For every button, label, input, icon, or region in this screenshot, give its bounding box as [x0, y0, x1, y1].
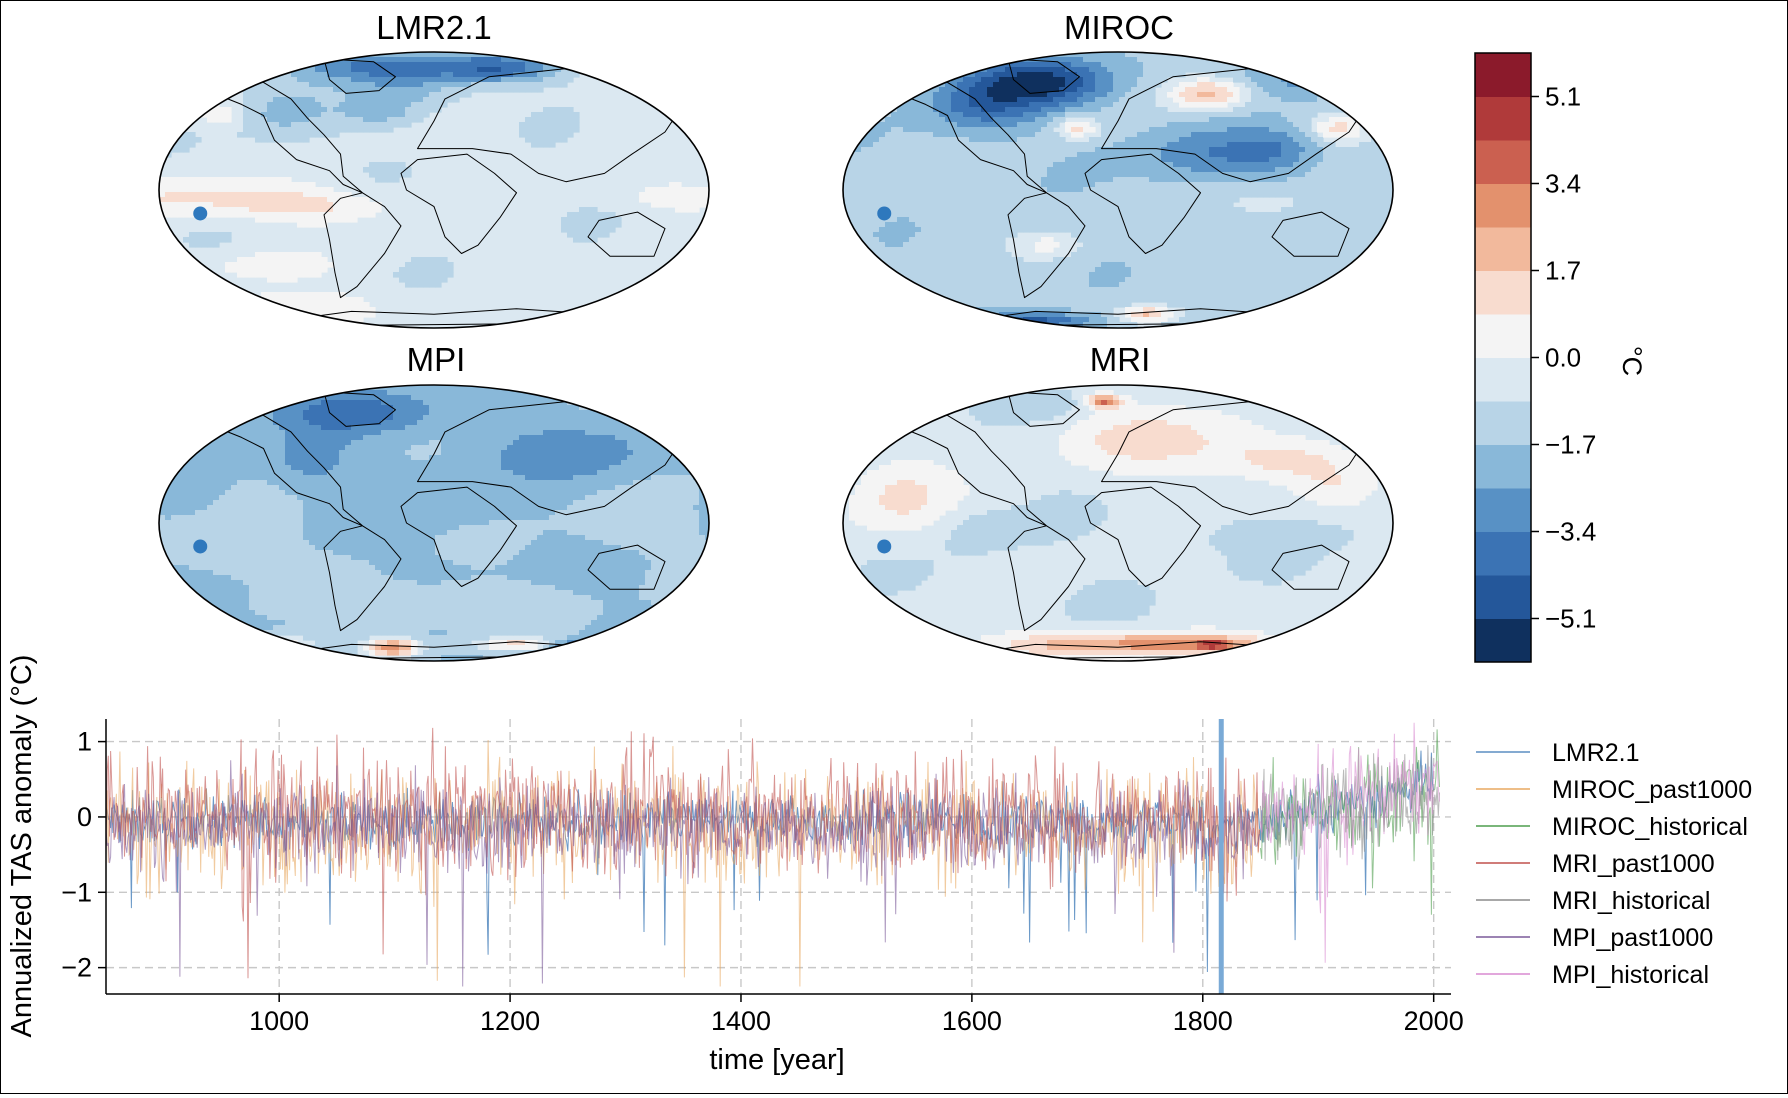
- site-marker: [877, 539, 891, 553]
- map-panel-lmr: LMR2.1: [159, 9, 712, 333]
- colorbar-tick-label: −5.1: [1545, 604, 1596, 634]
- colorbar-segment: [1475, 445, 1531, 489]
- legend-item: MRI_historical: [1476, 887, 1710, 915]
- colorbar-tick-label: 0.0: [1545, 343, 1581, 373]
- temperature-field: [843, 52, 1396, 333]
- x-axis-label: time [year]: [709, 1044, 844, 1076]
- temperature-field: [159, 385, 712, 666]
- colorbar-segment: [1475, 575, 1531, 619]
- legend-item: MPI_past1000: [1476, 924, 1713, 952]
- colorbar-segment: [1475, 314, 1531, 358]
- colorbar-segment: [1475, 271, 1531, 315]
- y-tick-label: 0: [77, 802, 92, 832]
- legend-label: MRI_historical: [1552, 887, 1710, 915]
- legend-item: MIROC_past1000: [1476, 776, 1752, 804]
- legend-label: MPI_historical: [1552, 961, 1709, 989]
- colorbar-segment: [1475, 401, 1531, 445]
- map-title: LMR2.1: [376, 9, 492, 46]
- legend: LMR2.1 MIROC_past1000 MIROC_historical MRI_…: [1476, 739, 1752, 989]
- colorbar-segment: [1475, 227, 1531, 271]
- colorbar-segment: [1475, 358, 1531, 402]
- colorbar-tick-label: 5.1: [1545, 82, 1581, 112]
- colorbar-segment: [1475, 53, 1531, 97]
- site-marker: [193, 206, 207, 220]
- y-tick-label: −1: [61, 877, 92, 907]
- map-title: MPI: [407, 341, 466, 378]
- x-tick-label: 1200: [480, 1006, 540, 1036]
- map-panel-mri: MRI: [843, 341, 1396, 666]
- colorbar-segment: [1475, 97, 1531, 141]
- legend-label: LMR2.1: [1552, 739, 1640, 767]
- legend-label: MIROC_historical: [1552, 813, 1748, 841]
- y-tick-label: −2: [61, 953, 92, 983]
- series-line-lmr2-1: [106, 751, 1434, 972]
- temperature-field: [159, 52, 712, 333]
- map-title: MRI: [1090, 341, 1151, 378]
- x-tick-label: 2000: [1404, 1006, 1464, 1036]
- x-tick-label: 1400: [711, 1006, 771, 1036]
- colorbar-tick-label: 1.7: [1545, 256, 1581, 286]
- colorbar-tick-label: −1.7: [1545, 430, 1596, 460]
- map-title: MIROC: [1064, 9, 1174, 46]
- colorbar-segment: [1475, 184, 1531, 228]
- legend-label: MPI_past1000: [1552, 924, 1713, 952]
- series-line-mpi-historical: [1261, 723, 1440, 963]
- map-panel-miroc: MIROC: [843, 9, 1396, 333]
- temperature-field: [843, 385, 1396, 666]
- legend-item: LMR2.1: [1476, 739, 1640, 767]
- colorbar-segment: [1475, 140, 1531, 184]
- x-tick-label: 1600: [942, 1006, 1002, 1036]
- colorbar-unit-label: °C: [1617, 346, 1647, 376]
- site-marker: [877, 206, 891, 220]
- colorbar: °C −5.1 −3.4 −1.7 0.0 1.7 3.4 5.1: [1475, 53, 1647, 663]
- legend-item: MIROC_historical: [1476, 813, 1748, 841]
- legend-label: MRI_past1000: [1552, 850, 1715, 878]
- legend-label: MIROC_past1000: [1552, 776, 1752, 804]
- y-axis-label: Annualized TAS anomaly (°C): [6, 655, 38, 1038]
- y-tick-label: 1: [77, 727, 92, 757]
- legend-item: MPI_historical: [1476, 961, 1709, 989]
- colorbar-tick-label: 3.4: [1545, 169, 1581, 199]
- map-panel-mpi: MPI: [159, 341, 712, 666]
- x-tick-label: 1000: [249, 1006, 309, 1036]
- x-tick-label: 1800: [1173, 1006, 1233, 1036]
- timeseries-chart: Annualized TAS anomaly (°C) time [year] …: [6, 655, 1464, 1076]
- colorbar-segment: [1475, 619, 1531, 663]
- colorbar-tick-label: −3.4: [1545, 517, 1596, 547]
- site-marker: [193, 539, 207, 553]
- legend-item: MRI_past1000: [1476, 850, 1715, 878]
- colorbar-segment: [1475, 532, 1531, 576]
- colorbar-segment: [1475, 488, 1531, 532]
